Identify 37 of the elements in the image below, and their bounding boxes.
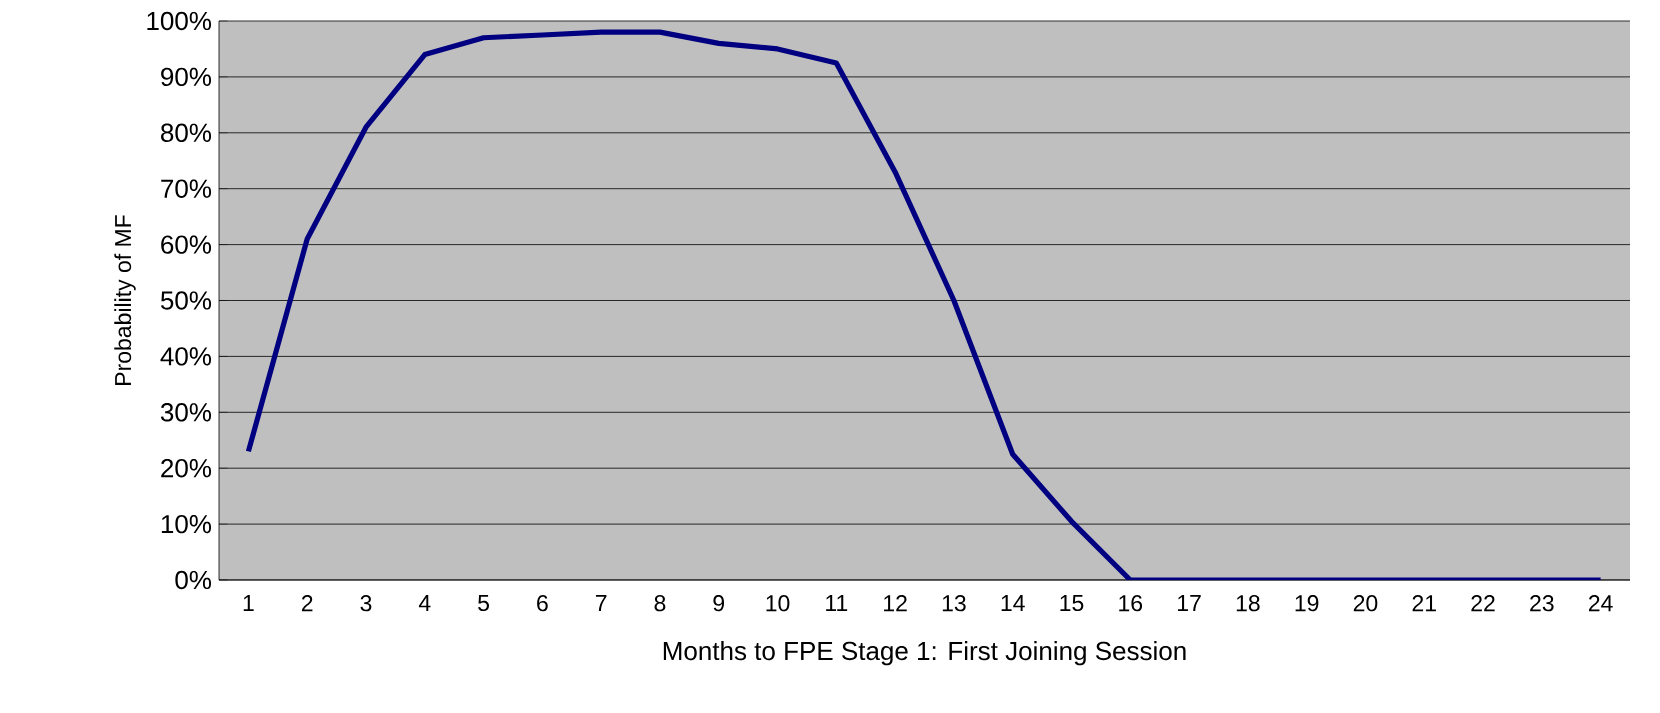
x-tick-label: 11 — [826, 595, 848, 611]
y-tick-label: 60% — [161, 235, 212, 254]
x-tick-label: 10 — [766, 595, 790, 612]
x-tick-label: 2 — [301, 595, 313, 612]
x-tick-label: 14 — [1001, 595, 1025, 611]
y-tick-label: 20% — [161, 458, 212, 478]
x-tick-label: 15 — [1060, 595, 1084, 612]
x-tick-label: 19 — [1295, 595, 1319, 612]
x-tick-label: 6 — [537, 595, 548, 612]
y-tick-label: 90% — [161, 67, 212, 87]
x-tick-label: 18 — [1236, 595, 1260, 612]
y-tick-label: 70% — [161, 179, 212, 198]
x-tick-label: 3 — [360, 595, 372, 612]
x-tick-label: 9 — [713, 595, 725, 612]
x-tick-label: 4 — [418, 595, 431, 611]
y-tick-label: 30% — [160, 403, 212, 422]
y-tick-label: 80% — [161, 123, 212, 142]
y-tick-label: 50% — [160, 291, 212, 310]
x-tick-label: 12 — [884, 595, 907, 612]
x-tick-label: 13 — [942, 595, 966, 612]
x-axis-title: Months to FPE Stage 1: First Joining Session — [663, 641, 1186, 666]
x-tick-label: 16 — [1119, 595, 1143, 612]
x-tick-label: 20 — [1353, 595, 1378, 612]
y-tick-label: 10% — [161, 514, 212, 534]
x-tick-label: 1 — [243, 595, 254, 611]
x-tick-label: 8 — [654, 595, 666, 612]
x-tick-label: 17 — [1178, 595, 1201, 611]
x-tick-label: 24 — [1588, 595, 1613, 612]
x-tick-label: 7 — [595, 595, 607, 611]
x-tick-label: 21 — [1412, 595, 1436, 612]
y-tick-label: 0% — [175, 570, 212, 590]
y-tick-label: 40% — [160, 347, 212, 366]
y-tick-label: 100% — [147, 11, 212, 31]
y-axis-title: Probability of MF — [114, 215, 136, 385]
x-tick-label: 5 — [478, 595, 489, 612]
x-tick-label: 22 — [1471, 595, 1495, 612]
x-tick-label: 23 — [1530, 595, 1554, 612]
